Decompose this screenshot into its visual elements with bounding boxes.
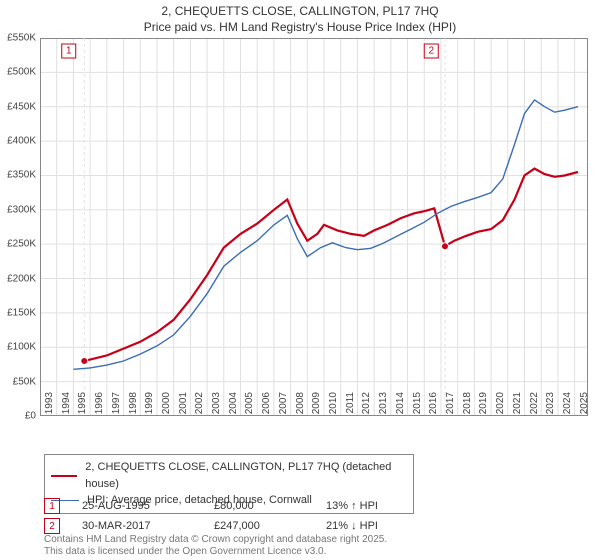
x-tick-label: 1993 [44, 392, 55, 420]
y-tick-label: £450K [0, 101, 36, 112]
x-tick-label: 2019 [478, 392, 489, 420]
y-tick-label: £350K [0, 170, 36, 181]
title-line-1: 2, CHEQUETTS CLOSE, CALLINGTON, PL17 7HQ [0, 4, 600, 20]
x-tick-label: 2005 [244, 392, 255, 420]
x-tick-label: 1995 [77, 392, 88, 420]
chart-svg: 12 [40, 38, 588, 416]
svg-text:1: 1 [66, 46, 72, 57]
y-tick-label: £500K [0, 67, 36, 78]
x-tick-label: 2016 [428, 392, 439, 420]
x-tick-label: 2024 [562, 392, 573, 420]
x-tick-label: 2017 [445, 392, 456, 420]
y-tick-label: £0 [0, 411, 36, 422]
marker-date: 30-MAR-2017 [82, 520, 192, 532]
attribution-line-2: This data is licensed under the Open Gov… [44, 546, 387, 558]
marker-row: 2 30-MAR-2017 £247,000 21% ↓ HPI [44, 516, 378, 536]
x-tick-label: 2002 [194, 392, 205, 420]
marker-number: 2 [44, 518, 60, 534]
y-tick-label: £250K [0, 239, 36, 250]
legend-label: 2, CHEQUETTS CLOSE, CALLINGTON, PL17 7HQ… [85, 459, 407, 492]
x-tick-label: 2007 [278, 392, 289, 420]
marker-row: 1 25-AUG-1995 £80,000 13% ↑ HPI [44, 496, 378, 516]
x-tick-label: 2012 [361, 392, 372, 420]
x-tick-label: 2025 [579, 392, 590, 420]
attribution: Contains HM Land Registry data © Crown c… [44, 534, 387, 558]
y-tick-label: £550K [0, 33, 36, 44]
x-tick-label: 2008 [295, 392, 306, 420]
chart-titles: 2, CHEQUETTS CLOSE, CALLINGTON, PL17 7HQ… [0, 0, 600, 35]
marker-table: 1 25-AUG-1995 £80,000 13% ↑ HPI 2 30-MAR-2017… [44, 496, 378, 536]
y-tick-label: £50K [0, 376, 36, 387]
x-tick-label: 1997 [111, 392, 122, 420]
legend-swatch [51, 475, 77, 477]
x-tick-label: 2022 [529, 392, 540, 420]
x-tick-label: 2004 [228, 392, 239, 420]
plot-area: 12 [40, 38, 588, 416]
x-tick-label: 2015 [412, 392, 423, 420]
x-tick-label: 2001 [178, 392, 189, 420]
y-tick-label: £300K [0, 204, 36, 215]
marker-date: 25-AUG-1995 [82, 500, 192, 512]
marker-delta: 13% ↑ HPI [326, 500, 378, 512]
attribution-line-1: Contains HM Land Registry data © Crown c… [44, 534, 387, 546]
x-tick-label: 2003 [211, 392, 222, 420]
x-tick-label: 1998 [128, 392, 139, 420]
x-tick-label: 2011 [345, 392, 356, 420]
svg-text:2: 2 [428, 46, 434, 57]
x-tick-label: 2021 [512, 392, 523, 420]
y-tick-label: £100K [0, 342, 36, 353]
x-tick-label: 2014 [395, 392, 406, 420]
marker-price: £247,000 [214, 520, 304, 532]
x-tick-label: 1994 [61, 392, 72, 420]
x-tick-label: 2020 [495, 392, 506, 420]
marker-price: £80,000 [214, 500, 304, 512]
x-tick-label: 2006 [261, 392, 272, 420]
marker-delta: 21% ↓ HPI [326, 520, 378, 532]
y-tick-label: £200K [0, 273, 36, 284]
x-tick-label: 1996 [94, 392, 105, 420]
legend-item: 2, CHEQUETTS CLOSE, CALLINGTON, PL17 7HQ… [51, 459, 407, 492]
x-tick-label: 2009 [311, 392, 322, 420]
x-tick-label: 2023 [545, 392, 556, 420]
x-tick-label: 2018 [462, 392, 473, 420]
y-tick-label: £400K [0, 136, 36, 147]
chart-container: 2, CHEQUETTS CLOSE, CALLINGTON, PL17 7HQ… [0, 0, 600, 560]
x-tick-label: 2010 [328, 392, 339, 420]
x-tick-label: 1999 [144, 392, 155, 420]
x-tick-label: 2013 [378, 392, 389, 420]
marker-number: 1 [44, 498, 60, 514]
title-line-2: Price paid vs. HM Land Registry's House … [0, 20, 600, 36]
y-tick-label: £150K [0, 307, 36, 318]
x-tick-label: 2000 [161, 392, 172, 420]
